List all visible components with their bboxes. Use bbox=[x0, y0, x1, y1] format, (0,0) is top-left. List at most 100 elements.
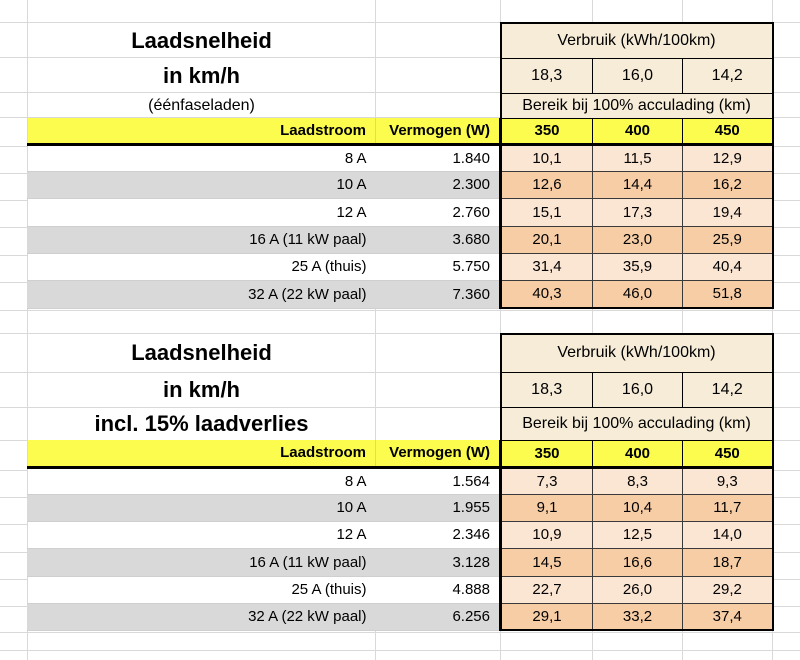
value-cell[interactable]: 17,3 bbox=[592, 197, 683, 227]
value-cell[interactable]: 7,3 bbox=[499, 466, 593, 495]
vermogen-cell[interactable]: 2.346 bbox=[375, 521, 501, 549]
vermogen-cell[interactable]: 1.955 bbox=[375, 494, 501, 522]
gridline-horizontal bbox=[0, 650, 800, 651]
value-cell[interactable]: 19,4 bbox=[682, 197, 774, 227]
value-cell[interactable]: 31,4 bbox=[499, 252, 593, 281]
consumption-header-cell[interactable]: Verbruik (kWh/100km) bbox=[499, 333, 774, 373]
value-cell[interactable]: 14,4 bbox=[592, 170, 683, 199]
vermogen-cell[interactable]: 1.564 bbox=[375, 467, 501, 495]
value-cell[interactable]: 40,4 bbox=[682, 252, 774, 281]
range-header-cell[interactable]: Bereik bij 100% acculading (km) bbox=[499, 92, 774, 119]
laadstroom-cell[interactable]: 32 A (22 kW paal) bbox=[27, 280, 376, 309]
consumption-value-cell[interactable]: 18,3 bbox=[499, 371, 593, 408]
laadstroom-column-header[interactable]: Laadstroom bbox=[27, 440, 376, 469]
value-cell[interactable]: 8,3 bbox=[592, 466, 683, 495]
value-cell[interactable]: 10,9 bbox=[499, 520, 593, 549]
laadstroom-column-header[interactable]: Laadstroom bbox=[27, 118, 376, 146]
value-cell[interactable]: 25,9 bbox=[682, 225, 774, 254]
laadstroom-cell[interactable]: 12 A bbox=[27, 198, 376, 227]
value-cell[interactable]: 16,6 bbox=[592, 547, 683, 577]
value-cell[interactable]: 12,6 bbox=[499, 170, 593, 199]
value-cell[interactable]: 15,1 bbox=[499, 197, 593, 227]
value-cell[interactable]: 46,0 bbox=[592, 279, 683, 309]
gridline-vertical bbox=[682, 0, 683, 660]
consumption-header-cell[interactable]: Verbruik (kWh/100km) bbox=[499, 22, 774, 59]
table2-note: incl. 15% laadverlies bbox=[94, 410, 309, 436]
range-value-header[interactable]: 350 bbox=[499, 439, 593, 469]
gridline-horizontal bbox=[0, 22, 800, 23]
laadstroom-cell[interactable]: 10 A bbox=[27, 494, 376, 522]
empty-cell[interactable] bbox=[376, 93, 501, 118]
vermogen-cell[interactable]: 2.760 bbox=[375, 198, 501, 227]
laadstroom-cell[interactable]: 25 A (thuis) bbox=[27, 253, 376, 281]
value-cell[interactable]: 9,1 bbox=[499, 493, 593, 522]
range-header-cell[interactable]: Bereik bij 100% acculading (km) bbox=[499, 406, 774, 441]
vermogen-cell[interactable]: 3.680 bbox=[375, 226, 501, 254]
vermogen-cell[interactable]: 7.360 bbox=[375, 280, 501, 309]
value-cell[interactable]: 29,1 bbox=[499, 602, 593, 631]
range-value-header[interactable]: 450 bbox=[682, 117, 774, 146]
gridline-vertical bbox=[592, 0, 593, 660]
gridline-horizontal bbox=[0, 117, 800, 118]
laadstroom-cell[interactable]: 8 A bbox=[27, 467, 376, 495]
value-cell[interactable]: 23,0 bbox=[592, 225, 683, 254]
vermogen-cell[interactable]: 4.888 bbox=[375, 576, 501, 604]
value-cell[interactable]: 51,8 bbox=[682, 279, 774, 309]
value-cell[interactable]: 14,0 bbox=[682, 520, 774, 549]
value-cell[interactable]: 10,4 bbox=[592, 493, 683, 522]
consumption-value-cell[interactable]: 16,0 bbox=[592, 57, 683, 94]
charging-speed-table-1: Laadsnelheid Verbruik (kWh/100km) in km/… bbox=[27, 22, 774, 309]
empty-cell[interactable] bbox=[376, 372, 501, 407]
value-cell[interactable]: 33,2 bbox=[592, 602, 683, 631]
gridline-vertical bbox=[500, 0, 501, 660]
vermogen-cell[interactable]: 6.256 bbox=[375, 603, 501, 631]
value-cell[interactable]: 16,2 bbox=[682, 170, 774, 199]
value-cell[interactable]: 20,1 bbox=[499, 225, 593, 254]
consumption-value-cell[interactable]: 14,2 bbox=[682, 371, 774, 408]
value-cell[interactable]: 12,5 bbox=[592, 520, 683, 549]
consumption-value-cell[interactable]: 18,3 bbox=[499, 57, 593, 94]
value-cell[interactable]: 35,9 bbox=[592, 252, 683, 281]
gridline-horizontal bbox=[0, 92, 800, 93]
empty-cell[interactable] bbox=[376, 23, 501, 58]
laadstroom-cell[interactable]: 12 A bbox=[27, 521, 376, 549]
vermogen-cell[interactable]: 2.300 bbox=[375, 171, 501, 199]
value-cell[interactable]: 14,5 bbox=[499, 547, 593, 577]
range-value-header[interactable]: 400 bbox=[592, 439, 683, 469]
value-cell[interactable]: 26,0 bbox=[592, 575, 683, 604]
gridline-vertical bbox=[772, 0, 773, 660]
value-cell[interactable]: 12,9 bbox=[682, 143, 774, 172]
vermogen-cell[interactable]: 3.128 bbox=[375, 548, 501, 577]
value-cell[interactable]: 11,7 bbox=[682, 493, 774, 522]
consumption-value-cell[interactable]: 14,2 bbox=[682, 57, 774, 94]
value-cell[interactable]: 40,3 bbox=[499, 279, 593, 309]
range-value-header[interactable]: 350 bbox=[499, 117, 593, 146]
gridline-vertical bbox=[27, 0, 28, 660]
range-value-header[interactable]: 450 bbox=[682, 439, 774, 469]
consumption-value-cell[interactable]: 16,0 bbox=[592, 371, 683, 408]
gridline-vertical bbox=[375, 0, 376, 660]
vermogen-column-header[interactable]: Vermogen (W) bbox=[375, 118, 501, 146]
empty-cell[interactable] bbox=[376, 407, 501, 440]
laadstroom-cell[interactable]: 10 A bbox=[27, 171, 376, 199]
laadstroom-cell[interactable]: 16 A (11 kW paal) bbox=[27, 548, 376, 577]
vermogen-cell[interactable]: 1.840 bbox=[375, 144, 501, 172]
laadstroom-cell[interactable]: 25 A (thuis) bbox=[27, 576, 376, 604]
table2-title: Laadsnelheid bbox=[131, 340, 272, 365]
value-cell[interactable]: 10,1 bbox=[499, 143, 593, 172]
laadstroom-cell[interactable]: 32 A (22 kW paal) bbox=[27, 603, 376, 631]
laadstroom-cell[interactable]: 8 A bbox=[27, 144, 376, 172]
value-cell[interactable]: 11,5 bbox=[592, 143, 683, 172]
value-cell[interactable]: 37,4 bbox=[682, 602, 774, 631]
value-cell[interactable]: 9,3 bbox=[682, 466, 774, 495]
empty-cell[interactable] bbox=[376, 58, 501, 93]
vermogen-cell[interactable]: 5.750 bbox=[375, 253, 501, 281]
empty-cell[interactable] bbox=[376, 334, 501, 372]
vermogen-column-header[interactable]: Vermogen (W) bbox=[375, 440, 501, 469]
range-value-header[interactable]: 400 bbox=[592, 117, 683, 146]
laadstroom-cell[interactable]: 16 A (11 kW paal) bbox=[27, 226, 376, 254]
value-cell[interactable]: 22,7 bbox=[499, 575, 593, 604]
value-cell[interactable]: 18,7 bbox=[682, 547, 774, 577]
value-cell[interactable]: 29,2 bbox=[682, 575, 774, 604]
